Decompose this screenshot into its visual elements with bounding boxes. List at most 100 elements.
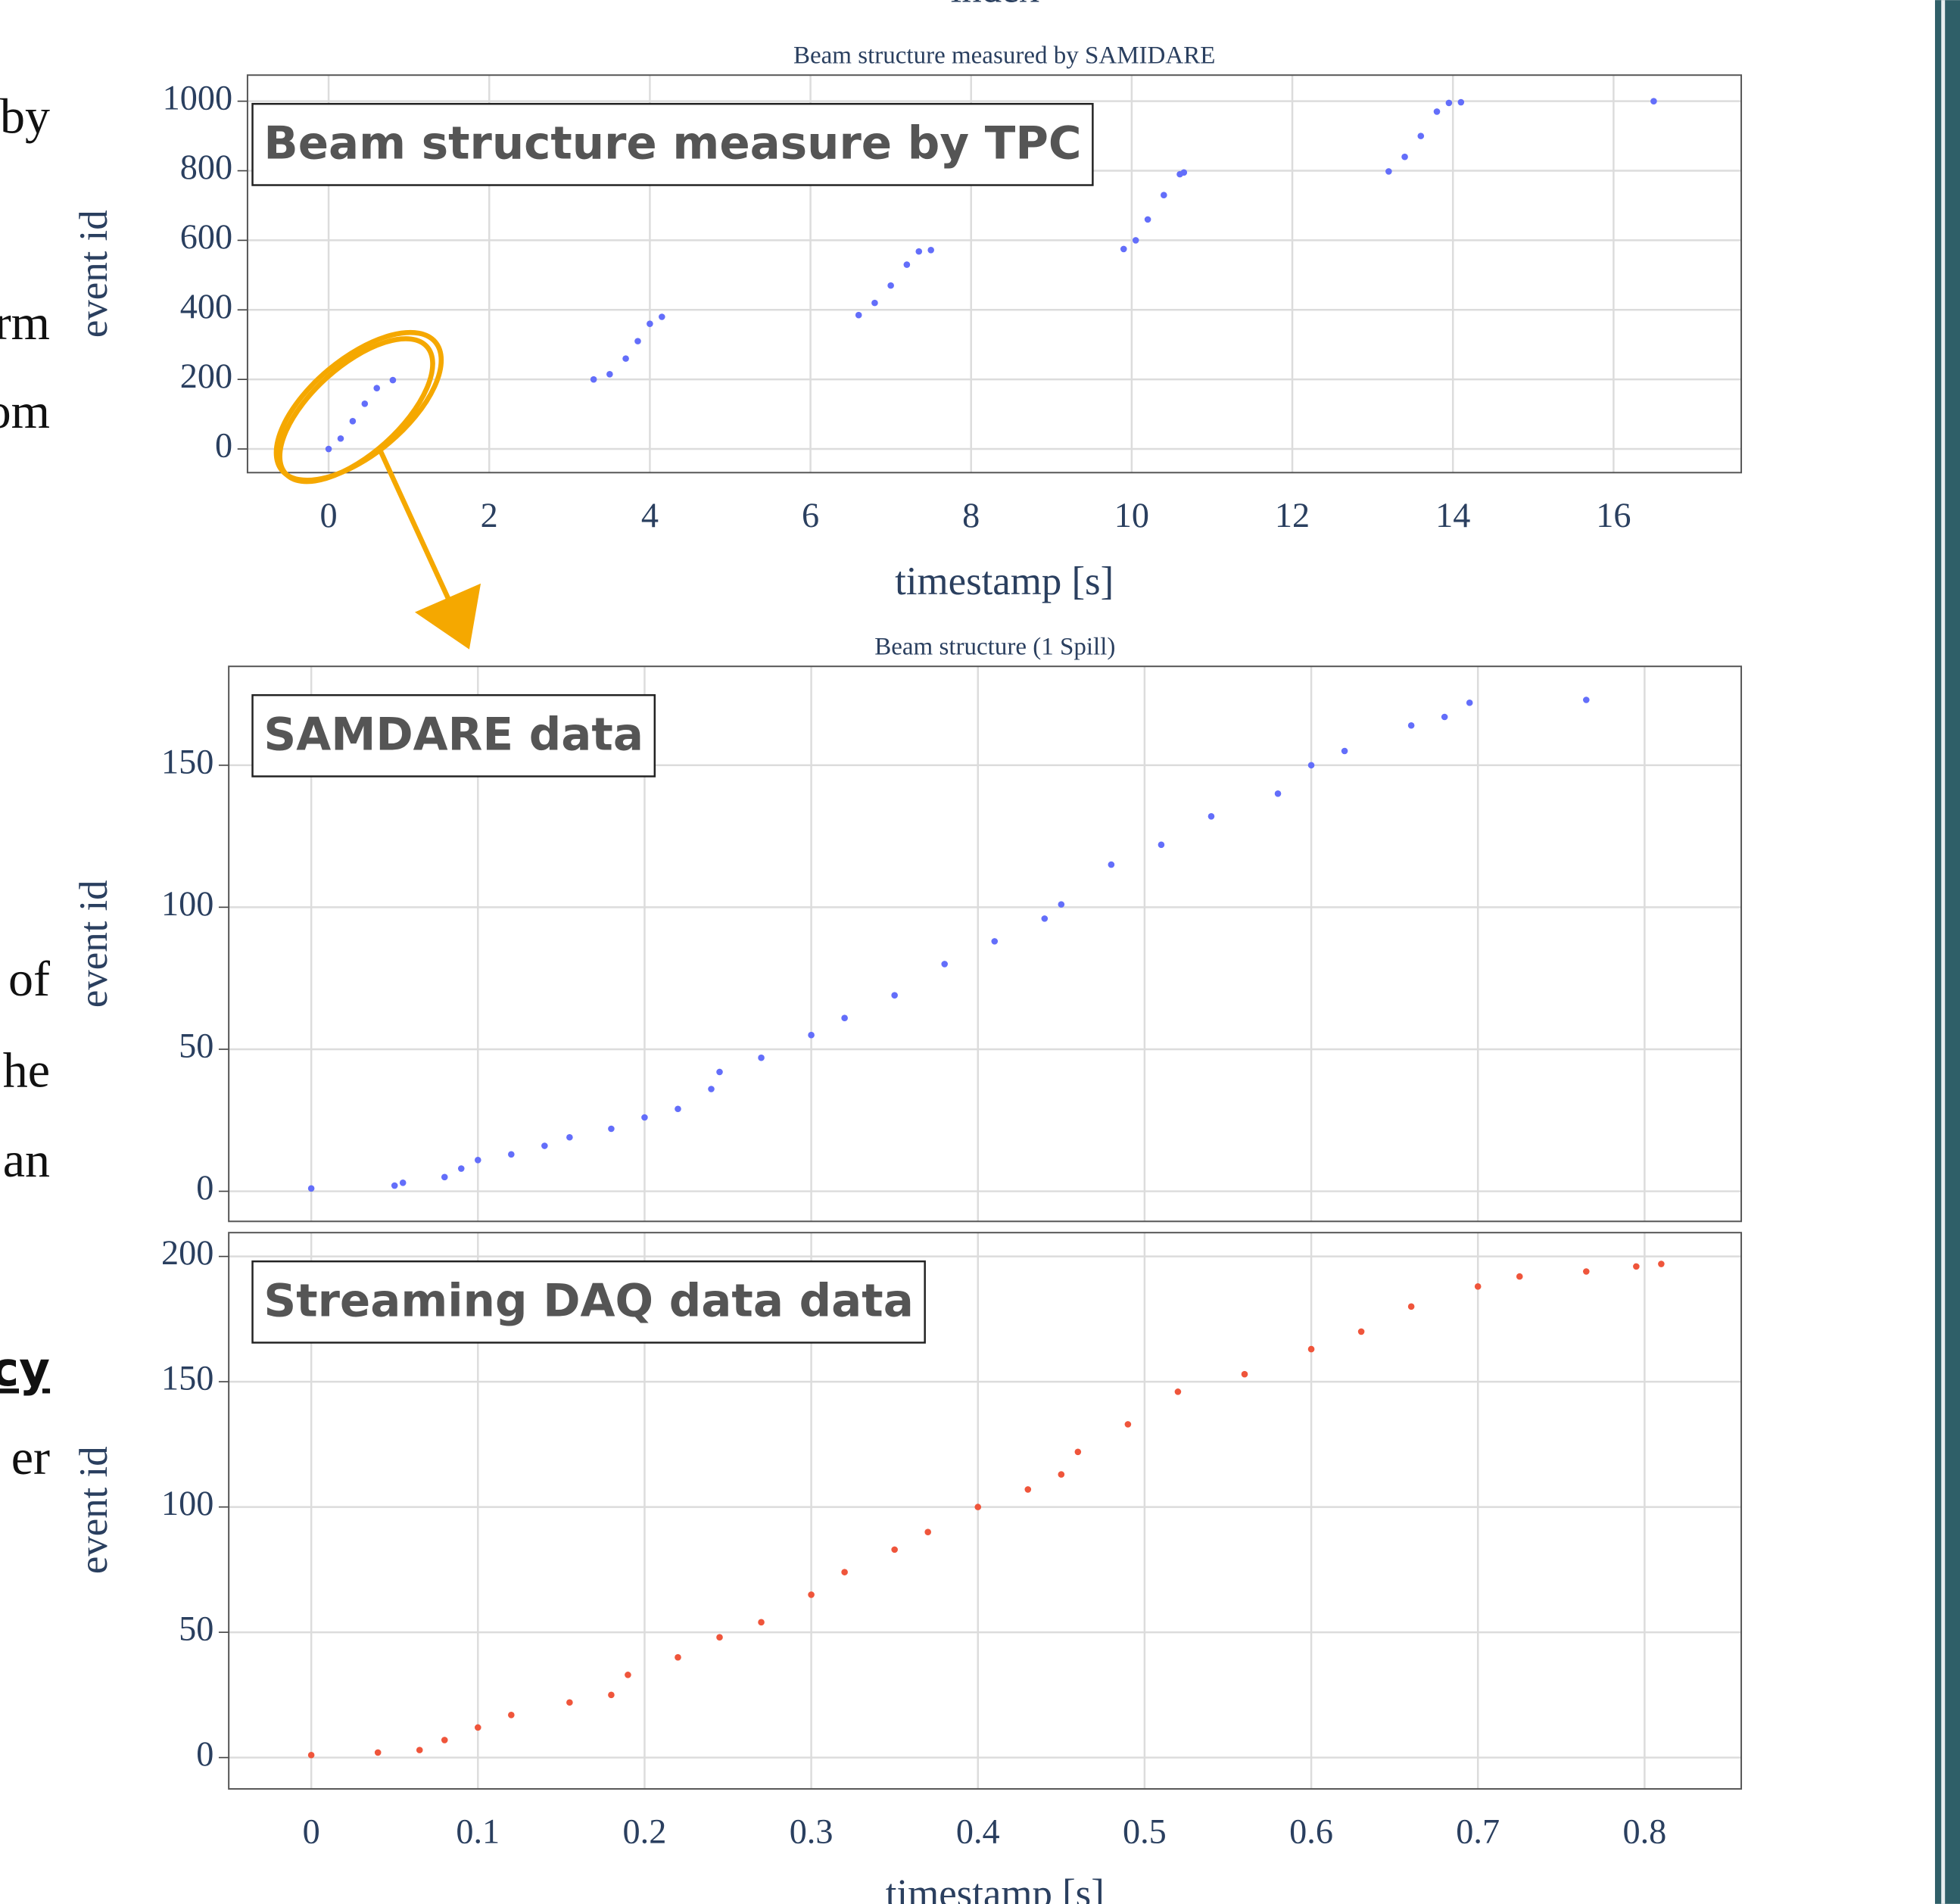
point — [457, 1165, 465, 1172]
point — [1357, 1328, 1365, 1335]
point — [841, 1014, 848, 1021]
point — [1120, 245, 1127, 253]
point — [1341, 747, 1348, 755]
point — [808, 1031, 815, 1039]
point — [675, 1105, 681, 1113]
point — [307, 1185, 315, 1192]
point — [634, 338, 641, 344]
annotation-text: Beam structure measure by TPC — [263, 117, 1081, 170]
y-tick-label: 600 — [180, 217, 232, 256]
plot-border — [246, 74, 1743, 474]
x-tick-label: 0.8 — [1622, 1812, 1666, 1851]
chart-title: Beam structure measured by SAMIDARE — [793, 42, 1215, 70]
point — [541, 1142, 548, 1149]
annotation-text: SAMDARE data — [263, 709, 643, 761]
point — [1445, 99, 1453, 107]
point — [887, 282, 894, 289]
x-tick-label: 2 — [481, 496, 498, 534]
point — [1024, 1486, 1032, 1493]
x-tick-label: 0.4 — [956, 1812, 1000, 1851]
point — [1161, 192, 1167, 198]
point — [659, 313, 665, 320]
chart: 0 50 100 150 Beam structure (1 Spill) event i… — [72, 634, 1743, 1223]
annotation-frame — [251, 102, 1094, 186]
y-axis-label: event id — [72, 1446, 116, 1574]
x-tick-label: 0.1 — [456, 1812, 500, 1851]
x-tick-label: 10 — [1114, 496, 1149, 534]
point — [325, 445, 332, 453]
arrow-head — [414, 583, 481, 650]
point — [373, 385, 381, 391]
x-tick-label: 8 — [962, 496, 980, 534]
x-tick-label: 0.6 — [1289, 1812, 1333, 1851]
side-text-fragment: rm — [0, 295, 50, 351]
side-text-fragment: by — [0, 89, 50, 144]
y-tick-label: 150 — [161, 1359, 213, 1398]
point — [941, 961, 949, 968]
x-tick-label: 4 — [641, 496, 659, 534]
point — [307, 1751, 315, 1759]
annotation-box: Beam structure measure by TPC — [251, 102, 1094, 186]
chart-title: Beam structure (1 Spill) — [874, 634, 1115, 661]
point — [441, 1173, 448, 1181]
annotation-box: Streaming DAQ data data — [251, 1260, 926, 1344]
point — [1144, 216, 1151, 223]
point — [903, 261, 911, 268]
side-text-fragment: an — [3, 1133, 50, 1188]
plot-border — [228, 665, 1743, 1223]
point — [1158, 841, 1165, 849]
point — [716, 1634, 723, 1641]
side-bar — [1934, 0, 1960, 1904]
point — [1583, 696, 1590, 703]
y-axis-label: event id — [72, 210, 116, 338]
point — [716, 1068, 723, 1076]
point — [927, 246, 934, 254]
point — [1274, 790, 1282, 797]
point — [416, 1747, 423, 1753]
point — [855, 311, 862, 319]
point — [608, 1125, 615, 1133]
point — [1241, 1370, 1248, 1378]
x-tick-label: 0 — [320, 496, 338, 534]
y-tick-label: 0 — [196, 1168, 213, 1207]
x-tick-label: 14 — [1435, 496, 1470, 534]
point — [974, 1504, 982, 1510]
point — [337, 435, 344, 442]
point — [758, 1054, 765, 1061]
point — [708, 1086, 715, 1092]
point — [474, 1724, 481, 1731]
point — [606, 370, 613, 378]
point — [1658, 1261, 1665, 1267]
highlight-annotation — [273, 329, 481, 650]
y-tick-label: 0 — [196, 1734, 213, 1773]
annotation-frame — [251, 693, 656, 777]
y-tick-label: 150 — [161, 742, 213, 781]
point — [991, 938, 999, 945]
point — [1058, 1471, 1065, 1478]
point — [566, 1133, 573, 1141]
point — [474, 1156, 481, 1164]
y-tick-label: 50 — [179, 1610, 213, 1648]
point — [1433, 108, 1441, 115]
point — [1132, 237, 1139, 244]
point — [1650, 98, 1657, 104]
point — [1074, 1448, 1082, 1456]
point — [1385, 168, 1392, 175]
point — [1407, 1303, 1415, 1310]
point — [1401, 153, 1408, 160]
point — [647, 320, 653, 327]
y-tick-label: 400 — [180, 287, 232, 326]
point — [1307, 762, 1315, 769]
point — [841, 1569, 848, 1575]
x-tick-label: 0.7 — [1456, 1812, 1500, 1851]
point — [1474, 1283, 1482, 1290]
point — [675, 1653, 681, 1661]
x-axis-label: timestamp [s] — [895, 559, 1114, 603]
point — [1108, 861, 1115, 868]
side-text-fragment: om — [0, 384, 50, 439]
point — [1041, 915, 1049, 922]
y-tick-label: 100 — [161, 1484, 213, 1522]
x-tick-label: 16 — [1596, 496, 1631, 534]
point — [1058, 901, 1065, 908]
